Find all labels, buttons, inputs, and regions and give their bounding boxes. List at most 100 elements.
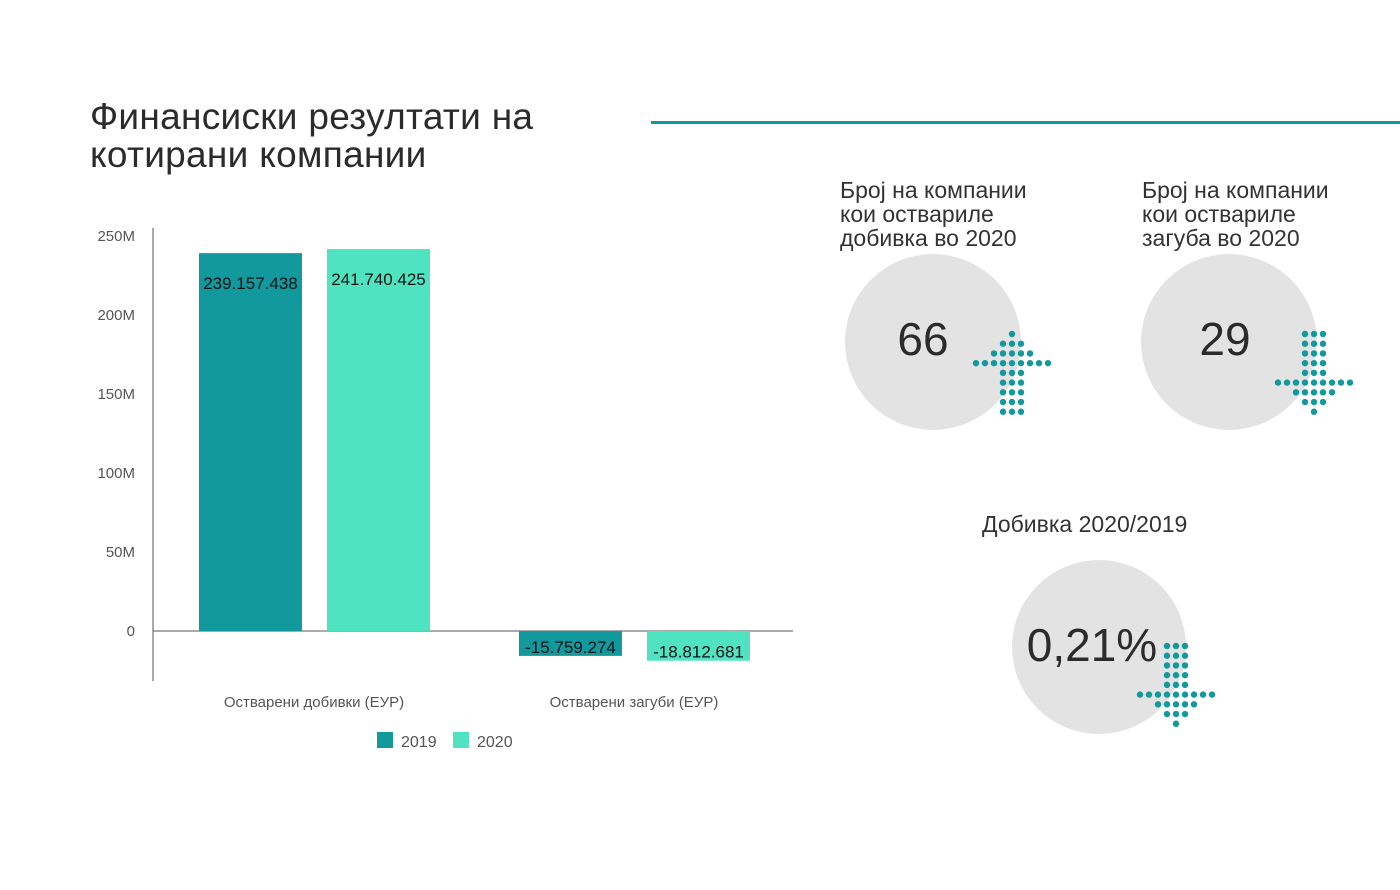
- bar-chart: 0 50M 100M 150M 200M 250M 239.157.438 241.740.4…: [97, 228, 793, 751]
- arrow-dot: [1017, 389, 1025, 396]
- dotted-arrow-down-icon: [1274, 330, 1354, 415]
- bar-2019-1: [519, 631, 622, 656]
- y-tick-label: 250M: [97, 228, 135, 245]
- arrow-dot: [1145, 691, 1153, 698]
- arrow-dot: [1310, 398, 1318, 406]
- arrow-dot: [1017, 408, 1025, 415]
- arrow-dot: [1172, 710, 1180, 718]
- arrow-dot: [1346, 379, 1354, 386]
- profit-count-value: 66: [897, 313, 949, 365]
- arrow-dot: [1172, 720, 1180, 727]
- arrow-dot: [1008, 359, 1016, 367]
- arrow-dot: [999, 340, 1007, 347]
- arrow-dot: [1292, 379, 1300, 386]
- arrow-dot: [1319, 359, 1327, 367]
- arrow-dot: [1283, 379, 1291, 386]
- x-category-label: Остварени добивки (ЕУР): [224, 694, 404, 711]
- arrow-dot: [990, 359, 998, 367]
- y-tick-label: 150M: [97, 386, 135, 403]
- arrow-dot: [1310, 359, 1318, 367]
- arrow-dot: [999, 389, 1007, 396]
- arrow-dot: [1292, 389, 1300, 396]
- profit-change-value: 0,21%: [1026, 619, 1158, 671]
- arrow-dot: [972, 359, 980, 367]
- arrow-dot: [1181, 642, 1189, 650]
- arrow-dot: [1172, 691, 1180, 698]
- profit-count-label-line1: Број на компании: [840, 177, 1027, 203]
- y-tick-label: 0: [127, 623, 135, 640]
- arrow-dot: [1017, 369, 1025, 377]
- arrow-dot: [1310, 379, 1318, 386]
- y-tick-label: 50M: [106, 544, 135, 561]
- arrow-dot: [999, 408, 1007, 415]
- arrow-dot: [1017, 398, 1025, 406]
- arrow-dot: [1181, 691, 1189, 698]
- arrow-dot: [1017, 359, 1025, 367]
- arrow-dot: [1172, 681, 1180, 689]
- arrow-dot: [1310, 389, 1318, 396]
- profit-count-label: Број на компании кои оствариле добивка в…: [840, 178, 1027, 250]
- title-divider: [651, 121, 1400, 124]
- arrow-dot: [1208, 691, 1216, 698]
- loss-count-circle: [1141, 254, 1317, 430]
- arrow-dot: [1136, 691, 1144, 698]
- arrow-dot: [1328, 389, 1336, 396]
- arrow-dot: [1044, 359, 1052, 367]
- bar-2019-0: [199, 253, 302, 632]
- legend-swatch-2020: [453, 732, 469, 748]
- page-title-line2: котирани компании: [90, 134, 427, 175]
- arrow-dot: [999, 359, 1007, 367]
- arrow-dot: [1163, 642, 1171, 650]
- arrow-dot: [1181, 671, 1189, 679]
- arrow-dot: [1319, 389, 1327, 396]
- arrow-dot: [1008, 389, 1016, 396]
- arrow-dot: [1301, 330, 1309, 338]
- arrow-dot: [1181, 652, 1189, 659]
- profit-count-label-line2: кои оствариле: [840, 201, 994, 227]
- arrow-dot: [1172, 671, 1180, 679]
- arrow-dot: [1163, 701, 1171, 708]
- arrow-dot: [1274, 379, 1282, 386]
- arrow-dot: [1301, 398, 1309, 406]
- arrow-dot: [999, 350, 1007, 357]
- arrow-dot: [1319, 379, 1327, 386]
- arrow-dot: [1301, 379, 1309, 386]
- arrow-dot: [1181, 701, 1189, 708]
- arrow-dot: [1026, 359, 1034, 367]
- arrow-dot: [1310, 369, 1318, 377]
- arrow-dot: [1017, 379, 1025, 386]
- y-tick-label: 200M: [97, 307, 135, 324]
- arrow-dot: [1008, 379, 1016, 386]
- bar-2020-0: [327, 249, 430, 632]
- arrow-dot: [1319, 340, 1327, 347]
- dotted-arrow-up-icon: [972, 330, 1052, 415]
- loss-count-label-line3: загуба во 2020: [1142, 225, 1300, 251]
- bar-2020-1: [647, 631, 750, 661]
- arrow-dot: [1319, 350, 1327, 357]
- arrow-dot: [1319, 369, 1327, 377]
- arrow-dot: [1181, 681, 1189, 689]
- arrow-dot: [1154, 691, 1162, 698]
- bar-data-label: 241.740.425: [331, 270, 426, 289]
- arrow-dot: [1008, 330, 1016, 338]
- page-title: Финансиски резултати на котирани компани…: [90, 98, 650, 174]
- arrow-dot: [1337, 379, 1345, 386]
- arrow-dot: [1017, 350, 1025, 357]
- profit-change-label: Добивка 2020/2019: [982, 511, 1188, 537]
- x-category-label: Остварени загуби (ЕУР): [550, 694, 719, 711]
- arrow-dot: [1172, 652, 1180, 659]
- arrow-dot: [1008, 340, 1016, 347]
- arrow-dot: [1301, 340, 1309, 347]
- profit-count-circle: [845, 254, 1021, 430]
- arrow-dot: [981, 359, 989, 367]
- arrow-dot: [1310, 408, 1318, 415]
- y-tick-label: 100M: [97, 465, 135, 482]
- arrow-dot: [999, 369, 1007, 377]
- loss-count-value: 29: [1199, 313, 1251, 365]
- arrow-dot: [1172, 662, 1180, 669]
- profit-count-label-line3: добивка во 2020: [840, 225, 1017, 251]
- legend-swatch-2019: [377, 732, 393, 748]
- arrow-dot: [1199, 691, 1207, 698]
- arrow-dot: [1310, 330, 1318, 338]
- arrow-dot: [1310, 340, 1318, 347]
